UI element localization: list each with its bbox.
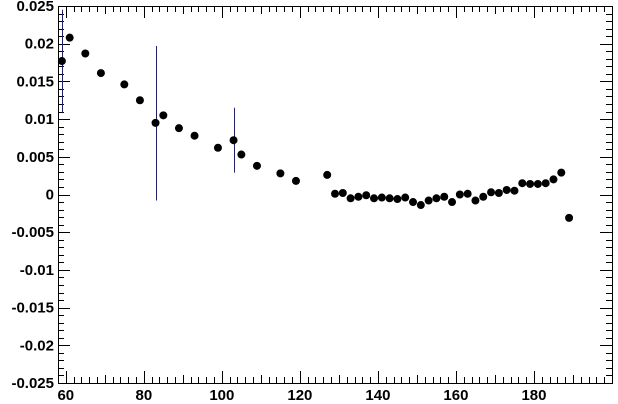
y-tick-label: -0.01 [20, 262, 54, 279]
data-point [549, 175, 558, 184]
y-tick-label: 0 [46, 187, 54, 204]
data-point [57, 57, 66, 66]
data-point [487, 188, 496, 197]
x-tick-label: 100 [209, 387, 234, 404]
data-point [432, 194, 441, 203]
data-point [416, 201, 425, 210]
data-point [510, 186, 519, 195]
data-point [494, 188, 503, 197]
y-tick-label: -0.005 [11, 224, 54, 241]
data-point [96, 69, 105, 78]
y-tick-label: 0.005 [16, 149, 54, 166]
y-tick-label: 0.02 [25, 36, 54, 53]
data-point [409, 198, 418, 207]
data-point [276, 169, 285, 178]
y-tick-label: -0.02 [20, 337, 54, 354]
data-points [57, 33, 574, 222]
x-axis: 60 80 100 120 140 160 180 [57, 6, 613, 404]
data-point [370, 194, 379, 203]
data-point [252, 161, 261, 170]
data-point [533, 179, 542, 188]
y-tick-label: 0.015 [16, 73, 54, 90]
data-point [377, 193, 386, 202]
data-point [120, 80, 129, 89]
x-tick-label: 180 [521, 387, 546, 404]
y-tick-label: 0.025 [16, 0, 54, 15]
data-point [81, 49, 90, 58]
x-tick-label: 60 [57, 387, 74, 404]
data-point [213, 143, 222, 152]
data-point [331, 189, 339, 198]
data-point [135, 96, 144, 105]
data-point [479, 192, 488, 201]
data-point [385, 194, 394, 203]
y-tick-label: -0.015 [11, 300, 54, 317]
data-point [393, 195, 402, 204]
data-point [463, 189, 472, 198]
x-tick-label: 140 [365, 387, 390, 404]
data-point [401, 193, 410, 202]
data-point [323, 170, 332, 179]
x-tick-label: 80 [135, 387, 152, 404]
data-point [346, 194, 355, 203]
data-point [541, 179, 550, 188]
y-tick-label: -0.025 [11, 375, 54, 392]
data-point [291, 176, 300, 185]
y-axis: 0.025 0.02 0.015 0.01 0.005 0 -0.005 -0.01 -0.01… [11, 0, 612, 392]
data-point [448, 198, 457, 207]
data-point [565, 213, 574, 222]
data-point [526, 179, 535, 188]
data-point [502, 185, 511, 194]
data-point [557, 168, 566, 177]
data-point [151, 118, 160, 127]
x-tick-label: 160 [443, 387, 468, 404]
x-tick-label: 120 [287, 387, 312, 404]
data-point [424, 196, 433, 205]
data-point [471, 196, 480, 205]
error-bars [62, 9, 235, 201]
data-point [354, 192, 363, 201]
data-point [229, 136, 238, 145]
data-point [440, 192, 449, 201]
data-point [190, 131, 199, 140]
data-point [237, 150, 246, 159]
y-tick-label: 0.01 [25, 111, 54, 128]
data-point [362, 191, 371, 200]
data-point [338, 188, 347, 197]
data-point [174, 124, 183, 133]
data-point [455, 190, 464, 199]
data-point [518, 179, 527, 188]
data-point [65, 33, 74, 42]
data-point [159, 111, 168, 120]
